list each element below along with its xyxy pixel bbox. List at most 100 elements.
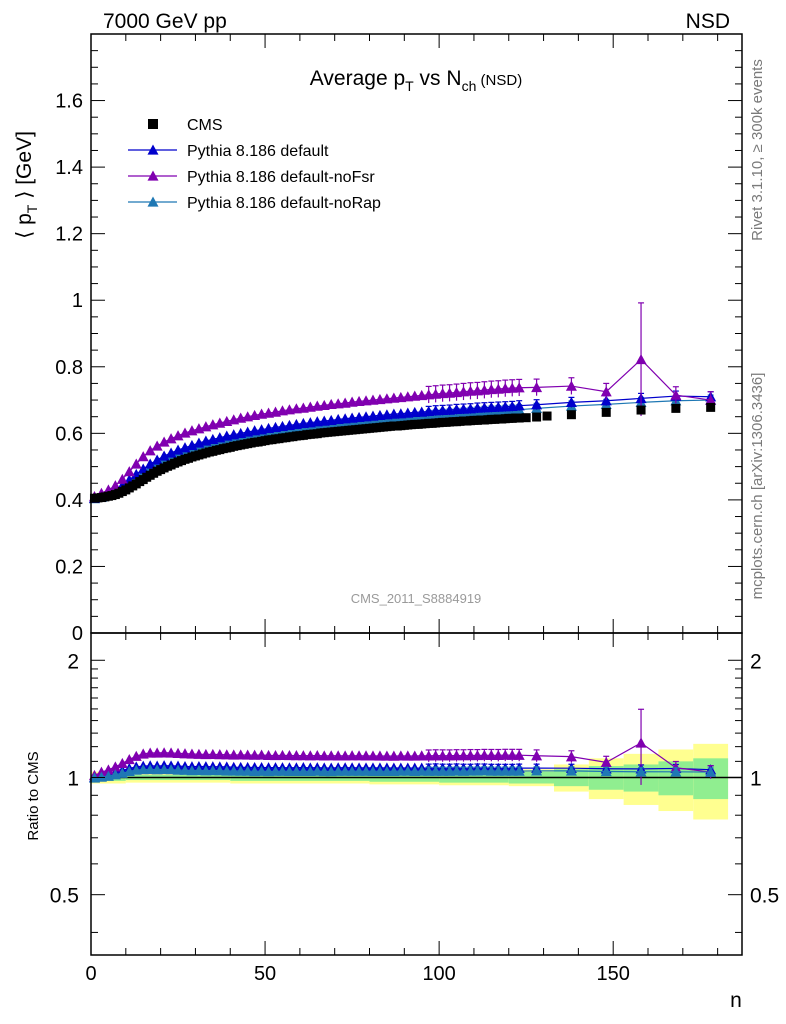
- cms-data-point: [706, 402, 716, 412]
- ratio-point: [499, 765, 511, 776]
- data-point: [165, 433, 177, 444]
- data-point: [158, 450, 170, 461]
- ratio-point: [242, 765, 254, 776]
- ratio-point: [423, 765, 435, 776]
- ratio-point: [207, 765, 219, 776]
- ratio-point: [506, 765, 518, 776]
- data-point: [130, 458, 142, 469]
- ratio-point: [318, 765, 330, 777]
- cms-data-point: [566, 410, 576, 420]
- ratio-point: [228, 765, 240, 776]
- legend-label: Pythia 8.186 default-noRap: [187, 195, 381, 212]
- ratio-point: [416, 750, 428, 761]
- ratio-point: [374, 765, 386, 776]
- data-point: [144, 458, 156, 469]
- cms-data-point: [542, 411, 552, 421]
- data-point: [123, 466, 135, 477]
- ratio-point: [283, 749, 295, 761]
- ratio-point: [353, 750, 365, 761]
- ratio-point: [485, 749, 497, 760]
- ratio-point: [402, 750, 414, 761]
- ratio-point: [172, 747, 184, 758]
- legend-label: CMS: [187, 117, 223, 134]
- data-point: [144, 445, 156, 456]
- ratio-point: [635, 766, 647, 777]
- ratio-point: [381, 765, 393, 776]
- ratio-point: [290, 750, 302, 761]
- legend-marker: [147, 144, 159, 155]
- ratio-point: [290, 765, 302, 776]
- ratio-point: [179, 764, 191, 775]
- y-tick-label: 1.2: [55, 224, 83, 246]
- ratio-point: [158, 763, 170, 775]
- ratio-point: [235, 749, 247, 760]
- ratio-point: [228, 749, 240, 760]
- ratio-point: [600, 765, 612, 777]
- ratio-point: [670, 766, 682, 777]
- ratio-point: [311, 750, 323, 761]
- x-tick-label: 100: [422, 963, 455, 985]
- ratio-point: [346, 765, 358, 776]
- data-point: [137, 451, 149, 462]
- ratio-point: [186, 748, 198, 759]
- ratio-point: [263, 749, 275, 761]
- data-point: [600, 395, 612, 406]
- ratio-point: [600, 756, 612, 768]
- legend-label: Pythia 8.186 default: [187, 143, 329, 160]
- ratio-point: [214, 765, 226, 776]
- ratio-point: [416, 765, 428, 776]
- ratio-point: [360, 765, 372, 776]
- ratio-point: [165, 747, 177, 758]
- ratio-point: [437, 765, 449, 776]
- ratio-point: [144, 747, 156, 758]
- ratio-y-axis-label: Ratio to CMS: [25, 751, 42, 840]
- x-axis-label: n: [730, 989, 742, 1012]
- legend-marker-cms: [148, 119, 158, 129]
- y-tick-label: 0.4: [55, 490, 83, 512]
- main-title: Average pT vs Nch (NSD): [310, 67, 522, 94]
- y-tick-label: 1.6: [55, 91, 83, 113]
- ratio-y-tick-label-right: 2: [750, 650, 762, 673]
- ratio-point: [193, 764, 205, 776]
- ratio-point: [256, 749, 268, 760]
- ratio-point: [464, 765, 476, 776]
- legend-marker: [147, 196, 159, 207]
- ratio-point: [492, 765, 504, 776]
- main-y-axis-label: ⟨ pT ⟩ [GeV]: [13, 131, 40, 239]
- ratio-point: [116, 757, 128, 769]
- ratio-point: [478, 765, 490, 776]
- ratio-point: [332, 765, 344, 776]
- x-tick-label: 0: [85, 963, 96, 985]
- data-point: [635, 353, 647, 365]
- ratio-point: [367, 765, 379, 776]
- ratio-point: [270, 749, 282, 761]
- data-point: [531, 399, 543, 410]
- ratio-point: [339, 765, 351, 776]
- ratio-point: [360, 750, 372, 761]
- ratio-point: [437, 750, 449, 761]
- ratio-point: [430, 765, 442, 776]
- ratio-point: [158, 747, 170, 758]
- ratio-point: [172, 764, 184, 775]
- ratio-point: [283, 765, 295, 776]
- ratio-point: [395, 765, 407, 776]
- axes-layer: 0 50 100 150 0 0.2 0.4 0.6 0.8 1 1.2 1.4 1.6 0.5 0.5 1 1…: [50, 33, 779, 985]
- ratio-point: [276, 749, 288, 761]
- cms-data-point: [514, 413, 524, 423]
- data-point: [116, 473, 128, 484]
- data-point: [513, 382, 525, 393]
- ratio-point: [513, 749, 525, 760]
- y-tick-label: 0.6: [55, 423, 83, 445]
- ratio-point: [325, 750, 337, 761]
- y-tick-label: 1.4: [55, 157, 83, 179]
- ratio-point: [144, 763, 156, 775]
- ratio-point: [332, 750, 344, 761]
- ratio-series-layer: [88, 708, 717, 785]
- ratio-point: [207, 748, 219, 760]
- ratio-point: [705, 766, 717, 777]
- ratio-point: [531, 765, 543, 776]
- mcplots-note: mcplots.cern.ch [arXiv:1306.3436]: [749, 373, 766, 600]
- ratio-y-tick-label: 0.5: [50, 885, 79, 908]
- ratio-point: [565, 751, 577, 762]
